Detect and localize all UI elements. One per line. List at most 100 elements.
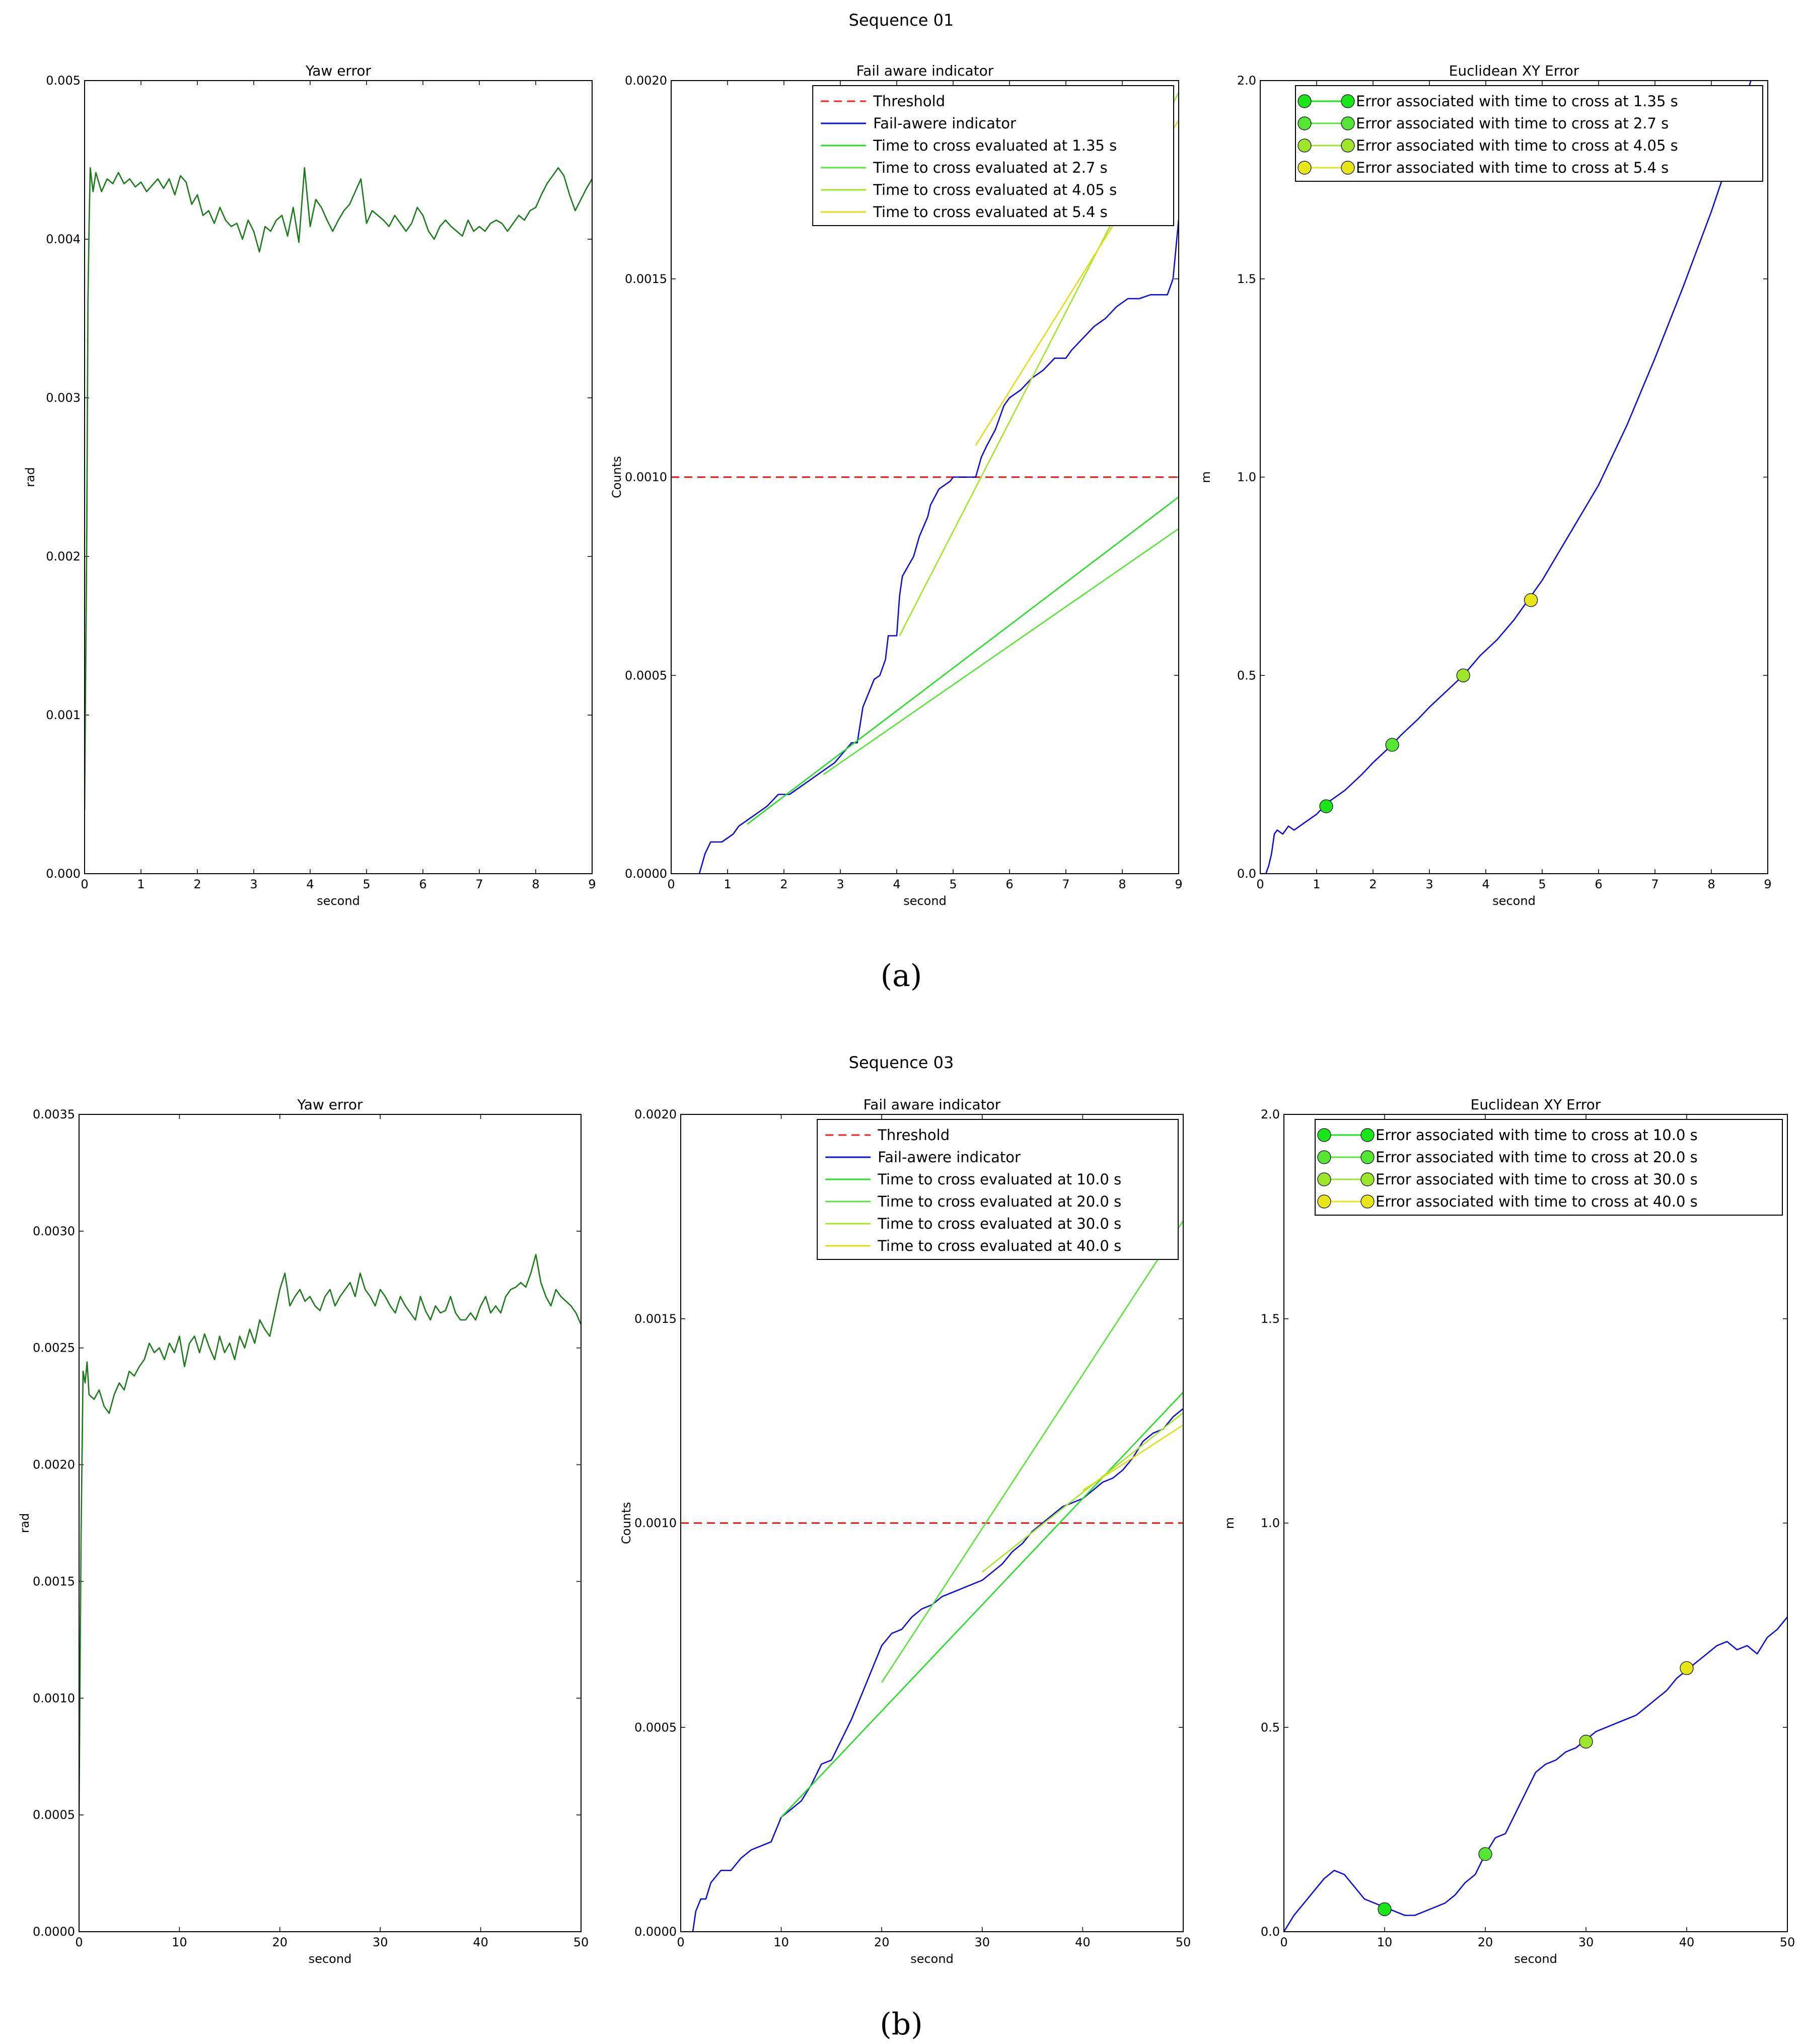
y-axis-label: m [1222,1517,1237,1529]
y-tick-label: 0.0010 [625,470,667,484]
y-tick-label: 1.0 [1237,470,1256,484]
y-tick-label: 0.000 [46,867,81,881]
y-tick-label: 0.0015 [634,1312,677,1326]
series-line-yaw-error [79,1253,581,1815]
legend-entry-label: Fail-awere indicator [878,1149,1021,1166]
legend-entry-label: Error associated with time to cross at 5… [1356,159,1669,176]
legend-marker [1341,116,1355,130]
x-tick-label: 2 [780,877,787,891]
y-tick-label: 0.5 [1237,668,1256,682]
legend-entry-label: Error associated with time to cross at 1… [1356,93,1678,110]
series-line-time-to-cross-evaluated-at-1-35-s [747,496,1179,825]
x-axis-label: second [309,1952,352,1966]
y-tick-label: 0.0000 [625,867,667,881]
chart-title: Yaw error [305,62,371,79]
legend-entry-label: Error associated with time to cross at 4… [1376,1193,1698,1210]
x-tick-label: 40 [1679,1935,1695,1949]
x-tick-label: 10 [773,1935,789,1949]
subfigure-label-a: (a) [881,958,922,994]
x-tick-label: 30 [975,1935,990,1949]
y-axis-label: m [1199,471,1213,483]
x-axis-label: second [1492,894,1536,908]
error-marker-point [1456,668,1470,682]
x-tick-label: 6 [1005,877,1013,891]
legend-marker [1298,138,1312,153]
legend: Error associated with time to cross at 1… [1295,85,1763,182]
y-tick-label: 0.0 [1237,867,1256,881]
legend-box [1315,1119,1783,1216]
sequence-01-title: Sequence 01 [849,11,954,30]
error-marker-point [1385,738,1399,752]
y-tick-label: 0.0020 [33,1458,75,1472]
y-tick-label: 0.0020 [625,74,667,88]
error-marker-point [1378,1902,1392,1916]
series-group [79,1253,581,1815]
error-marker-point [1524,593,1538,607]
y-tick-label: 0.0025 [33,1341,75,1355]
chart-s03-xy: Euclidean XY Error 0 10 20 30 40 50 0.0 0.5 1.0 1.… [1222,1096,1795,1966]
y-tick-label: 0.003 [46,391,81,405]
x-tick-label: 5 [363,877,370,891]
x-tick-label: 6 [419,877,426,891]
series-line-time-to-cross-evaluated-at-40-0-s [1082,1424,1183,1491]
y-tick-label: 0.0005 [625,668,667,682]
x-tick-label: 7 [1062,877,1069,891]
x-tick-label: 3 [1425,877,1433,891]
y-tick-label: 1.0 [1261,1516,1280,1530]
x-tick-label: 30 [373,1935,388,1949]
series-group [85,167,592,811]
y-tick-label: 0.001 [46,708,81,722]
x-tick-label: 1 [1313,877,1320,891]
x-tick-label: 20 [272,1935,288,1949]
plot-frame [1260,80,1768,874]
legend-entry-label: Error associated with time to cross at 3… [1376,1171,1698,1188]
legend-marker [1341,161,1355,175]
y-tick-label: 0.0010 [33,1691,75,1705]
y-tick-label: 0.0005 [634,1720,677,1734]
series-line-fail-awere-indicator [698,219,1179,874]
legend-entry-label: Time to cross evaluated at 2.7 s [873,159,1108,176]
legend-box [817,1119,1179,1260]
plot-frame [84,80,593,874]
sequence-03-title: Sequence 03 [849,1053,954,1072]
x-tick-label: 40 [473,1935,488,1949]
y-axis-label: rad [23,467,37,487]
error-marker-point [1579,1735,1593,1749]
chart-title: Euclidean XY Error [1471,1096,1601,1113]
x-tick-label: 2 [1369,877,1377,891]
chart-title: Fail aware indicator [863,1096,1001,1113]
series-group [681,1220,1183,1932]
series-group [1260,81,1753,874]
legend: Error associated with time to cross at 1… [1315,1119,1783,1216]
x-tick-label: 2 [193,877,201,891]
legend-marker [1317,1194,1331,1209]
legend-entry-label: Error associated with time to cross at 1… [1376,1126,1698,1144]
x-tick-label: 40 [1075,1935,1091,1949]
error-marker-point [1478,1847,1492,1861]
y-tick-label: 1.5 [1237,272,1256,286]
x-tick-label: 9 [1175,877,1182,891]
legend-entry-label: Error associated with time to cross at 4… [1356,137,1678,154]
legend-entry-label: Time to cross evaluated at 40.0 s [877,1237,1121,1254]
x-axis-label: second [903,894,947,908]
error-marker-point [1319,799,1333,813]
y-axis-label: Counts [610,456,624,499]
chart-title: Euclidean XY Error [1449,62,1579,79]
legend-marker [1360,1172,1375,1186]
x-tick-label: 3 [836,877,844,891]
legend-entry-label: Error associated with time to cross at 2… [1356,115,1669,132]
plot-frame [680,1114,1184,1932]
y-tick-label: 0.004 [46,232,81,246]
legend-entry-label: Time to cross evaluated at 20.0 s [877,1193,1121,1210]
chart-s01-fail: Fail aware indicator 0 1 2 3 4 5 6 7 8 9 0.0000 0.00… [610,62,1183,908]
x-tick-label: 30 [1578,1935,1594,1949]
x-tick-label: 1 [137,877,145,891]
plot-frame [671,80,1179,874]
legend-marker [1341,138,1355,153]
series-line-time-to-cross-evaluated-at-10-0-s [780,1391,1183,1818]
x-tick-label: 20 [874,1935,890,1949]
legend-entry-label: Time to cross evaluated at 1.35 s [873,137,1117,154]
y-tick-label: 2.0 [1237,74,1256,88]
y-axis-label: Counts [619,1502,633,1544]
x-tick-label: 0 [1256,877,1264,891]
